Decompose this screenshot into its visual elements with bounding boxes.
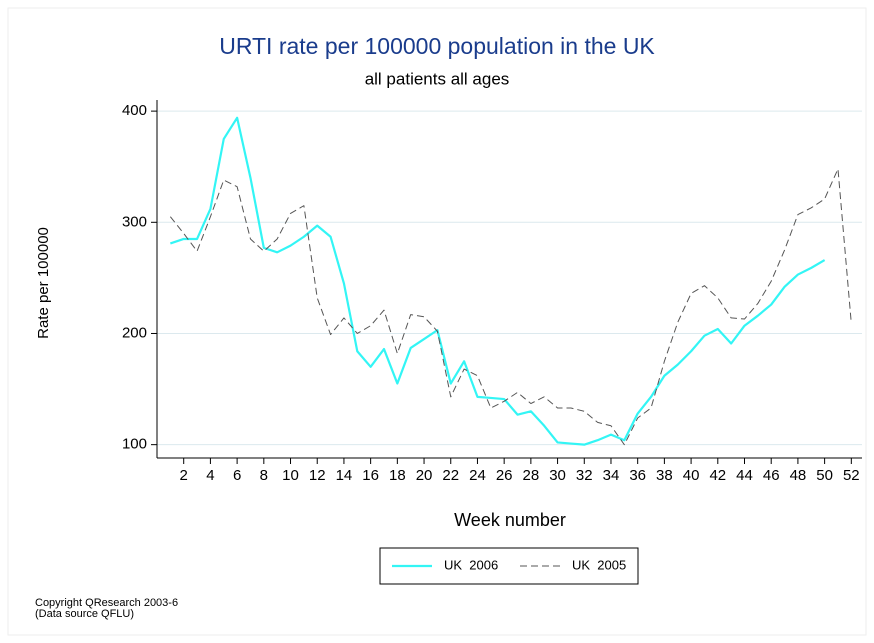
x-tick-label: 14 [336, 467, 353, 484]
x-tick-label: 18 [389, 467, 406, 484]
x-tick-label: 6 [233, 467, 241, 484]
x-tick-label: 30 [549, 467, 566, 484]
x-tick-label: 22 [442, 467, 459, 484]
x-tick-label: 32 [576, 467, 593, 484]
x-tick-label: 16 [362, 467, 379, 484]
x-tick-label: 24 [469, 467, 486, 484]
y-tick-label: 300 [122, 213, 147, 230]
chart-subtitle: all patients all ages [365, 69, 510, 88]
x-tick-label: 46 [763, 467, 780, 484]
x-tick-label: 42 [709, 467, 726, 484]
note: Copyright QResearch 2003-6 [35, 597, 178, 609]
line-series [170, 116, 826, 446]
frame [7, 7, 867, 636]
x-tick-label: 34 [603, 467, 620, 484]
legend-label: UK 2005 [572, 557, 626, 572]
y-tick-label: 200 [122, 324, 147, 341]
legend-label: UK 2006 [444, 557, 498, 572]
x-axis-label: Week number [454, 510, 566, 530]
x-tick-label: 36 [629, 467, 646, 484]
y-tick-label: 400 [122, 102, 147, 119]
x-tick-label: 40 [683, 467, 700, 484]
note: (Data source QFLU) [35, 608, 134, 620]
y-tick-label: 100 [122, 436, 147, 453]
x-tick-label: 20 [416, 467, 433, 484]
x-tick-label: 28 [523, 467, 540, 484]
x-tick-label: 26 [496, 467, 513, 484]
x-tick-label: 52 [843, 467, 860, 484]
x-tick-label: 44 [736, 467, 753, 484]
y-axis-label: Rate per 100000 [35, 227, 52, 339]
x-tick-label: 4 [206, 467, 214, 484]
x-tick-label: 38 [656, 467, 673, 484]
x-tick-label: 10 [282, 467, 299, 484]
chart-title: URTI rate per 100000 population in the U… [219, 33, 655, 59]
x-tick-label: 48 [790, 467, 807, 484]
x-tick-label: 50 [816, 467, 833, 484]
x-tick-label: 2 [180, 467, 188, 484]
x-tick-label: 12 [309, 467, 326, 484]
x-tick-label: 8 [260, 467, 268, 484]
